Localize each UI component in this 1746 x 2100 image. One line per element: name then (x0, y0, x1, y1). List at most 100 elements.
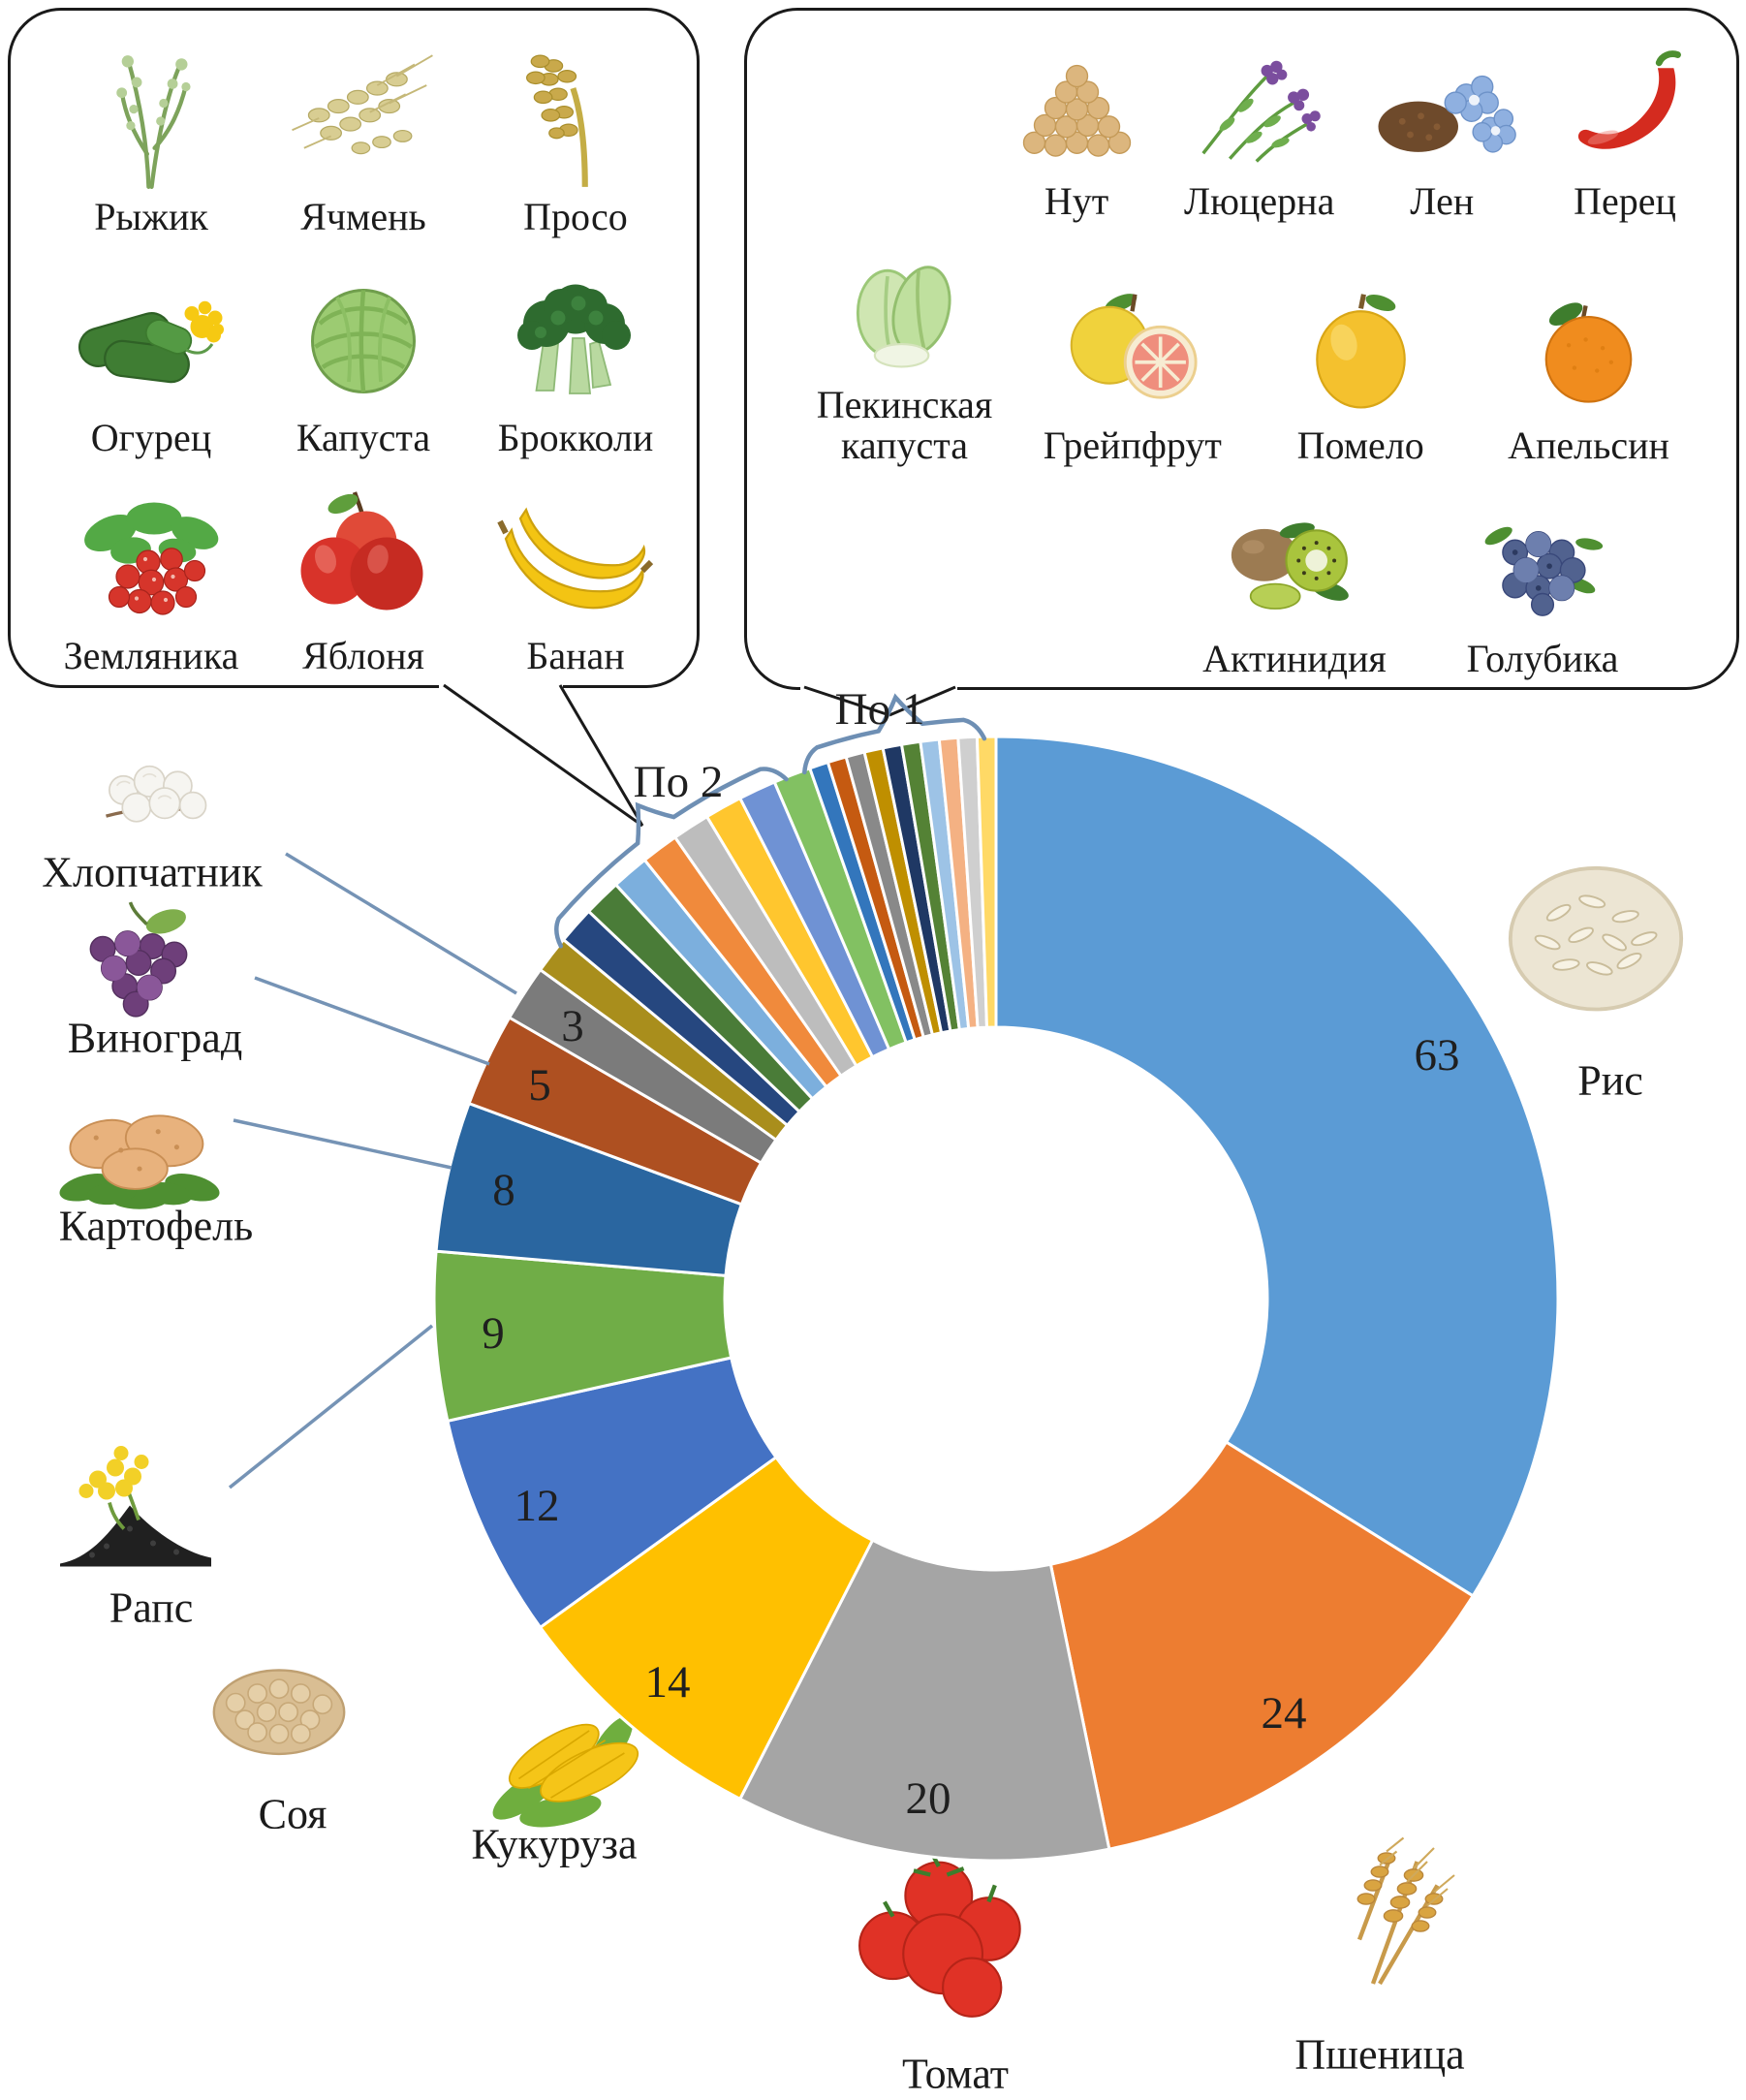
millet-icon (525, 54, 588, 187)
plant-item-alfalfa: Люцерна (1172, 32, 1347, 222)
rapeseed-icon (60, 1446, 211, 1567)
plant-item-blueberry: Голубика (1431, 494, 1654, 679)
plant-item-label: Рыжик (94, 195, 208, 238)
slice-Рыжик (538, 937, 790, 1143)
plant-item-chickpea: Нут (989, 32, 1164, 222)
plant-item-label: Нут (1044, 179, 1109, 223)
blueberry-icon (1484, 526, 1604, 616)
crop-label-rice: Рис (1577, 1056, 1643, 1105)
crop-label-tomato: Томат (902, 2050, 1009, 2098)
plant-item-label: Грейпфрут (1043, 423, 1222, 467)
plant-item-banana: Банан (474, 482, 677, 676)
broccoli-icon (517, 284, 631, 394)
slice-Брокколи (672, 814, 858, 1079)
plant-item-grapefruit: Грейпфрут (1018, 262, 1246, 466)
flax-icon (1378, 75, 1516, 153)
potato-icon (59, 1114, 220, 1209)
plant-item-apple: Яблоня (262, 482, 465, 676)
plant-item-pomelo: Помело (1247, 262, 1475, 466)
plant-item-label: Перец (1574, 179, 1676, 223)
crop-label-grapes: Виноград (67, 1014, 243, 1062)
plant-item-barley: Ячмень (262, 23, 465, 237)
per2-callout-box: Рыжик Ячмень Просо Огурец Капуста Брокколи Зем… (8, 8, 700, 688)
per1-callout-box: Нут Люцерна Лен Перец Пекинская капуста Грейп… (744, 8, 1739, 690)
slice-Пекинская капуста (881, 742, 952, 1035)
crop-image-rapeseed (24, 1439, 247, 1589)
slice-Актинидия (956, 735, 989, 1030)
crop-image-potato (16, 1067, 264, 1227)
plant-item-label: Люцерна (1183, 179, 1335, 223)
plant-item-pepper: Перец (1538, 32, 1712, 222)
plant-item-label: Просо (523, 195, 628, 238)
crop-image-grapes (25, 894, 253, 1037)
apple-icon (300, 491, 423, 611)
plant-item-label: Голубика (1466, 637, 1619, 680)
crop-label-potato: Картофель (58, 1202, 254, 1250)
slice-value-label: 20 (906, 1773, 951, 1824)
plant-item-kiwi: Актинидия (1183, 494, 1406, 679)
slice-value-label: 12 (514, 1481, 560, 1531)
napa-cabbage-icon (856, 266, 951, 368)
crop-label-rapeseed: Рапс (109, 1583, 194, 1632)
plant-item-broccoli: Брокколи (474, 259, 677, 458)
plant-item-label: Актинидия (1202, 637, 1387, 680)
per2-group-label: По 2 (634, 757, 724, 807)
slice-Ячмень (561, 909, 802, 1128)
per1-callout-tail (803, 685, 956, 717)
crop-label-soy: Соя (258, 1790, 327, 1838)
plant-item-orange: Апельсин (1475, 262, 1702, 466)
slice-Земляника (704, 796, 875, 1068)
plant-item-label: Апельсин (1508, 423, 1669, 467)
orange-icon (1544, 302, 1633, 403)
plant-item-cabbage: Капуста (262, 259, 465, 458)
slice-Огурец (613, 858, 829, 1101)
slice-Хлопчатник (507, 967, 778, 1166)
cucumber-icon (78, 300, 224, 384)
crop-image-tomato (825, 1825, 1086, 2038)
strawberry-icon (84, 502, 219, 615)
slice-value-label: 9 (482, 1308, 505, 1359)
plant-item-label: Брокколи (497, 416, 654, 459)
slice-value-label: 5 (528, 1060, 551, 1111)
slice-Яблоня (737, 780, 891, 1059)
crop-label-wheat: Пшеница (1294, 2030, 1465, 2079)
slice-Капуста (642, 834, 844, 1089)
slice-Люцерна (826, 755, 926, 1042)
slice-value-label: 3 (561, 1001, 584, 1051)
crop-connector-lines (228, 852, 517, 1489)
plant-item-cucumber: Огурец (49, 259, 253, 458)
banana-icon (497, 507, 654, 610)
camelina-icon (115, 55, 191, 189)
alfalfa-icon (1201, 60, 1321, 163)
wheat-icon (1356, 1836, 1455, 1986)
plant-item-label: Лен (1410, 179, 1475, 223)
crop-image-soy (163, 1632, 395, 1792)
slice-Рис (994, 735, 1560, 1598)
plant-item-millet: Просо (474, 23, 677, 237)
slice-Лен (844, 750, 935, 1040)
cabbage-icon (311, 289, 416, 393)
plant-item-strawberry: Земляника (49, 482, 253, 676)
tomato-icon (858, 1848, 1021, 2018)
chickpea-icon (1022, 64, 1131, 157)
plant-item-label: Капуста (296, 416, 431, 459)
plant-item-label: Земляника (63, 634, 239, 677)
plant-item-label: Помело (1296, 423, 1424, 467)
slice-Виноград (467, 1015, 764, 1207)
kiwi-icon (1231, 522, 1349, 610)
per1-brace (802, 693, 987, 775)
slice-value-label: 24 (1262, 1688, 1307, 1739)
slice-Помело (919, 737, 971, 1032)
slice-Просо (586, 882, 815, 1114)
pepper-icon (1578, 50, 1682, 149)
plant-item-label: Банан (526, 634, 625, 677)
grapes-icon (89, 901, 188, 1018)
slice-Соя (446, 1356, 778, 1630)
slice-Томат (737, 1538, 1111, 1863)
slice-Картофель (434, 1101, 744, 1278)
crop-image-rice (1484, 838, 1707, 1037)
slice-Банан (772, 766, 909, 1051)
slice-Голубика (975, 735, 998, 1029)
barley-icon (291, 54, 433, 155)
plant-item-flax: Лен (1355, 32, 1529, 222)
